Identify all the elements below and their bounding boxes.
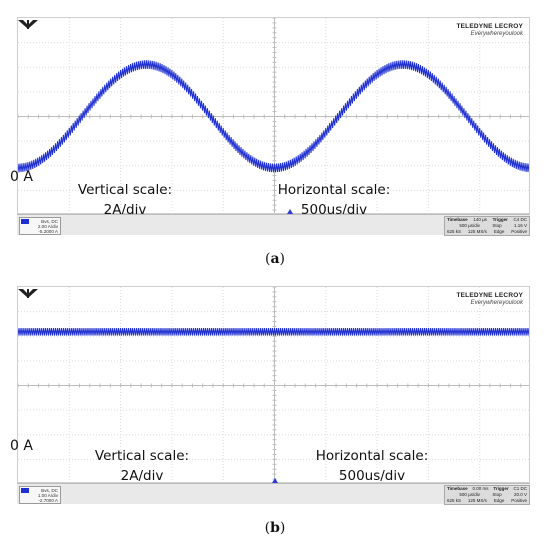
vertical-scale-label: Vertical scale: (77, 182, 173, 198)
logo-a: TELEDYNE LECROY Everywhereyoulook (456, 23, 523, 37)
channel-box-b[interactable]: Bvs, DC 1.00 A/div -2.7000 A (19, 486, 61, 504)
tb-row-2: 500 µs/div Stop 1.16 V (459, 223, 527, 228)
logo-brand: TELEDYNE LECROY (456, 23, 523, 30)
tb-row-1: Timebase 0.00 ms Trigger C1 DC (447, 486, 527, 491)
scope-panel-a: TELEDYNE LECROY Everywhereyoulook 0 A Ve… (10, 17, 530, 236)
tb-row-3: 625 kS 125 MS/s Edge Positive (447, 229, 527, 234)
scope-plot-a (18, 18, 529, 213)
zero-level-label-b: 0 A (10, 438, 33, 454)
logo-tagline: Everywhereyoulook (470, 30, 523, 37)
channel-offset: -5.2000 A (38, 229, 58, 234)
status-bar-a: Bvs, DC 2.00 A/div -5.2000 A Timebase 140… (17, 214, 530, 236)
scope-screen-b: TELEDYNE LECROY Everywhereyoulook (17, 286, 530, 483)
tb-row-3: 625 kS 125 MS/s Edge Positive (447, 498, 527, 503)
scope-panel-b: TELEDYNE LECROY Everywhereyoulook 0 A Ve… (10, 286, 530, 505)
waveform-trace (18, 60, 529, 173)
waveform-trace (18, 328, 529, 336)
horizontal-scale-note-b: Horizontal scale: 500us/div (307, 446, 437, 486)
trigger-marker-icon (272, 478, 278, 483)
channel-scale: 2.00 A/div (37, 224, 58, 229)
scope-plot-b (18, 287, 529, 482)
channel-offset: -2.7000 A (38, 498, 58, 503)
channel-name: Bvs, DC (41, 488, 58, 493)
tb-row-2: 500 µs/div Stop 20.0 V (459, 492, 527, 497)
vertical-scale-value: 2A/div (120, 468, 164, 484)
horizontal-scale-label: Horizontal scale: (315, 448, 429, 464)
timebase-trigger-box-b[interactable]: Timebase 0.00 ms Trigger C1 DC 500 µs/div … (444, 485, 530, 505)
teledyne-logo-icon (18, 20, 38, 29)
status-bar-b: Bvs, DC 1.00 A/div -2.7000 A Timebase 0.0… (17, 483, 530, 505)
logo-brand: TELEDYNE LECROY (456, 292, 523, 299)
caption-b: (b) (264, 520, 286, 536)
trigger-marker-icon (287, 209, 293, 214)
timebase-trigger-box-a[interactable]: Timebase 140 µs Trigger C4 DC 500 µs/div S… (444, 216, 530, 236)
logo-b: TELEDYNE LECROY Everywhereyoulook (456, 292, 523, 306)
channel-name: Bvs, DC (41, 219, 58, 224)
scope-screen-a: TELEDYNE LECROY Everywhereyoulook (17, 17, 530, 214)
horizontal-scale-value: 500us/div (338, 468, 406, 484)
channel-color-swatch (21, 488, 29, 493)
teledyne-logo-icon (18, 289, 38, 298)
caption-a: (a) (264, 251, 285, 267)
horizontal-scale-label: Horizontal scale: (277, 182, 391, 198)
logo-tagline: Everywhereyoulook (470, 299, 523, 306)
tb-row-1: Timebase 140 µs Trigger C4 DC (447, 217, 527, 222)
channel-scale: 1.00 A/div (37, 493, 58, 498)
zero-level-label-a: 0 A (10, 169, 33, 185)
vertical-scale-label: Vertical scale: (94, 448, 190, 464)
channel-box-a[interactable]: Bvs, DC 2.00 A/div -5.2000 A (19, 217, 61, 235)
vertical-scale-note-b: Vertical scale: 2A/div (82, 446, 202, 486)
channel-color-swatch (21, 219, 29, 224)
